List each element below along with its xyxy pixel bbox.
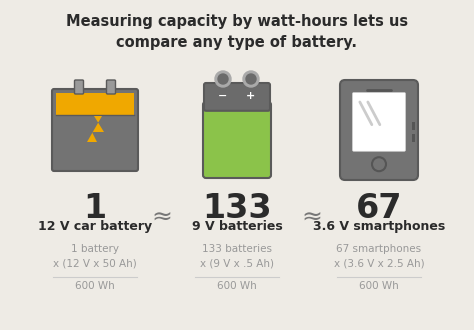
Text: 600 Wh: 600 Wh (75, 281, 115, 291)
Text: +: + (246, 91, 255, 101)
Text: 67 smartphones: 67 smartphones (337, 244, 421, 254)
FancyBboxPatch shape (107, 80, 116, 94)
Bar (412, 134, 415, 142)
Text: 133: 133 (202, 192, 272, 225)
Bar (56, 93, 134, 115)
Circle shape (218, 74, 228, 84)
Text: 12 V car battery: 12 V car battery (38, 220, 152, 233)
Circle shape (243, 71, 259, 87)
Polygon shape (87, 116, 104, 142)
Text: x (3.6 V x 2.5 Ah): x (3.6 V x 2.5 Ah) (334, 258, 424, 268)
Text: 9 V batteries: 9 V batteries (191, 220, 283, 233)
Text: 67: 67 (356, 192, 402, 225)
Text: ≈: ≈ (152, 206, 173, 230)
FancyBboxPatch shape (203, 102, 271, 178)
Text: x (9 V x .5 Ah): x (9 V x .5 Ah) (200, 258, 274, 268)
FancyBboxPatch shape (340, 80, 418, 180)
Text: 600 Wh: 600 Wh (359, 281, 399, 291)
FancyBboxPatch shape (74, 80, 83, 94)
Text: −: − (219, 91, 228, 101)
FancyBboxPatch shape (352, 92, 406, 151)
Text: ≈: ≈ (301, 206, 322, 230)
FancyBboxPatch shape (52, 89, 138, 171)
Bar (412, 122, 415, 130)
Text: 600 Wh: 600 Wh (217, 281, 257, 291)
Circle shape (246, 74, 256, 84)
Circle shape (215, 71, 231, 87)
Text: 3.6 V smartphones: 3.6 V smartphones (313, 220, 445, 233)
Text: x (12 V x 50 Ah): x (12 V x 50 Ah) (53, 258, 137, 268)
Text: 133 batteries: 133 batteries (202, 244, 272, 254)
FancyBboxPatch shape (204, 83, 270, 111)
Text: 1: 1 (83, 192, 107, 225)
Text: 1 battery: 1 battery (71, 244, 119, 254)
Text: Measuring capacity by watt-hours lets us
compare any type of battery.: Measuring capacity by watt-hours lets us… (66, 14, 408, 50)
